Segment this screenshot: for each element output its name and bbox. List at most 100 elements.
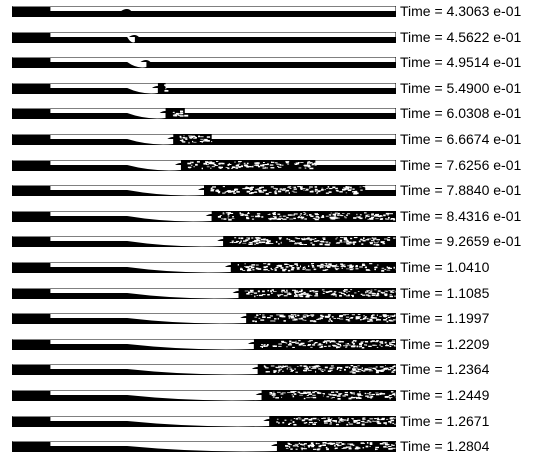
gas-fleck — [322, 292, 325, 294]
gas-fleck — [298, 343, 302, 346]
gas-fleck — [354, 396, 357, 398]
gas-fleck — [225, 212, 228, 214]
gas-fleck — [253, 292, 258, 294]
gas-fleck — [334, 217, 338, 219]
gas-fleck — [306, 293, 309, 296]
gas-fleck — [242, 213, 244, 216]
gas-fleck — [314, 365, 319, 368]
gas-fleck — [308, 393, 313, 395]
gas-fleck — [341, 443, 346, 445]
gas-bubble — [127, 318, 247, 324]
gas-fleck — [248, 165, 252, 167]
gas-fleck — [314, 218, 319, 220]
gas-fleck — [341, 340, 344, 343]
gas-fleck — [346, 240, 349, 243]
gas-fleck — [326, 448, 329, 451]
gas-fleck — [355, 192, 359, 195]
frame-row: Time = 7.6256 e-01 — [0, 157, 534, 173]
gas-fleck — [365, 369, 368, 371]
gas-fleck — [333, 216, 337, 217]
gas-fleck — [246, 267, 250, 268]
gas-fleck — [206, 166, 210, 167]
time-label: Time = 9.2659 e-01 — [400, 233, 522, 250]
gas-fleck — [274, 268, 277, 269]
gas-fleck — [330, 217, 332, 220]
gas-fleck — [314, 212, 318, 215]
gas-fleck — [375, 218, 379, 219]
gas-fleck — [362, 447, 365, 449]
gas-fleck — [257, 238, 259, 240]
gas-fleck — [293, 217, 296, 219]
gas-fleck — [258, 191, 261, 193]
gas-fleck — [350, 397, 353, 399]
gas-fleck — [285, 190, 290, 192]
liquid-slug — [12, 237, 51, 248]
gas-fleck — [272, 212, 276, 214]
gas-bubble — [127, 292, 239, 299]
gas-fleck — [314, 186, 318, 188]
gas-fleck — [293, 417, 296, 419]
gas-fleck — [315, 215, 319, 218]
gas-fleck — [280, 314, 284, 316]
gas-fleck — [345, 343, 350, 345]
gas-fleck — [271, 395, 273, 396]
gas-fleck — [310, 290, 314, 291]
gas-fleck — [391, 444, 393, 446]
gas-fleck — [348, 446, 352, 448]
gas-fleck — [380, 371, 384, 373]
gas-fleck — [231, 240, 235, 242]
gas-fleck — [235, 241, 239, 242]
gas-fleck — [310, 396, 314, 398]
dispersed-region — [276, 441, 396, 453]
gas-bubble — [127, 446, 277, 452]
gas-fleck — [290, 392, 295, 393]
gas-fleck — [355, 268, 359, 270]
gas-fleck — [364, 421, 369, 423]
gas-fleck — [389, 342, 392, 344]
gas-fleck — [236, 191, 240, 193]
gas-fleck — [370, 340, 373, 343]
gas-fleck — [289, 188, 292, 190]
gas-fleck — [324, 345, 327, 347]
gas-fleck — [302, 316, 307, 318]
gas-fleck — [374, 289, 377, 290]
gas-fleck — [345, 346, 348, 347]
gas-fleck — [238, 163, 241, 164]
interface-strip — [12, 134, 396, 145]
gas-fleck — [259, 314, 261, 315]
gas-fleck — [390, 290, 393, 293]
gas-fleck — [245, 267, 247, 268]
gas-fleck — [303, 391, 307, 393]
gas-fleck — [394, 345, 396, 347]
gas-fleck — [300, 216, 305, 218]
gas-fleck — [278, 243, 280, 246]
liquid-layer — [12, 87, 396, 94]
gas-fleck — [327, 417, 330, 419]
gas-fleck — [353, 343, 355, 345]
gas-fleck — [297, 186, 302, 188]
gas-fleck — [391, 343, 394, 346]
gas-fleck — [298, 391, 301, 394]
gas-fleck — [294, 444, 299, 445]
gas-fleck — [340, 214, 344, 216]
gas-fleck — [388, 289, 392, 291]
gas-fleck — [374, 369, 377, 371]
gas-fleck — [392, 370, 396, 372]
gas-fleck — [295, 291, 299, 293]
gas-fleck — [274, 269, 277, 271]
gas-fleck — [391, 391, 394, 393]
gas-fleck — [308, 160, 311, 162]
gas-fleck — [354, 366, 358, 368]
gas-fleck — [307, 370, 312, 372]
gas-fleck — [246, 165, 249, 167]
gas-fleck — [222, 212, 225, 213]
gas-fleck — [250, 293, 253, 295]
gas-fleck — [300, 292, 304, 294]
gas-fleck — [342, 212, 345, 214]
gas-fleck — [317, 344, 322, 346]
gas-fleck — [275, 241, 278, 244]
gas-fleck — [311, 264, 314, 266]
gas-fleck — [312, 244, 315, 246]
gas-fleck — [295, 293, 298, 295]
interface-strip — [12, 441, 396, 453]
